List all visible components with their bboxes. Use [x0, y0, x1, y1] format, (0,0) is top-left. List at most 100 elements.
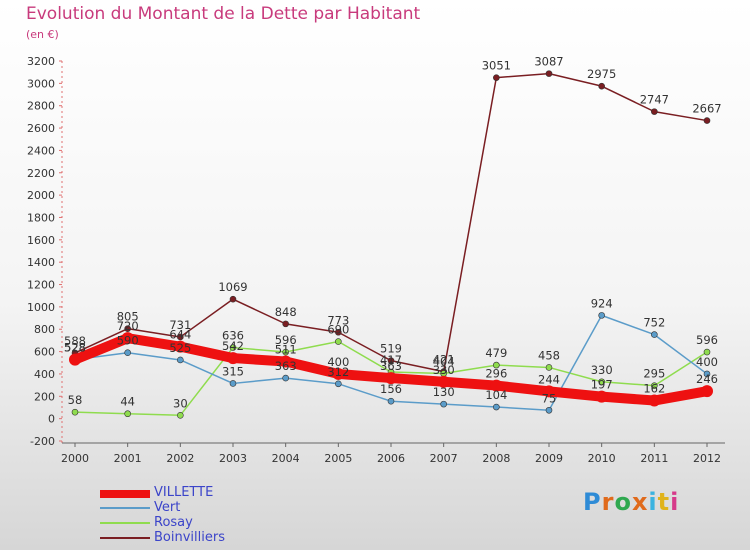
data-label: 511: [275, 343, 297, 357]
data-point: [598, 82, 605, 90]
data-label: 30: [173, 396, 188, 410]
data-point: [177, 356, 184, 364]
data-point: [651, 108, 658, 115]
data-point: [545, 406, 553, 414]
x-tick-label: 2006: [377, 452, 405, 465]
data-point: [177, 333, 184, 341]
data-point: [124, 349, 131, 357]
legend-swatch-villette: [100, 490, 150, 498]
data-label: 246: [696, 372, 718, 386]
data-point: [598, 312, 605, 319]
data-point: [703, 370, 711, 378]
data-point: [71, 408, 79, 416]
data-point: [651, 382, 658, 389]
data-label: 519: [380, 342, 402, 356]
y-tick-label: 1800: [27, 211, 55, 224]
data-label: 400: [696, 355, 718, 369]
data-point: [493, 403, 500, 411]
data-point: [703, 348, 711, 356]
x-tick-label: 2012: [693, 452, 721, 465]
data-label: 295: [643, 367, 665, 381]
x-tick-label: 2005: [324, 452, 352, 465]
x-tick-label: 2000: [61, 452, 89, 465]
data-point: [229, 344, 237, 351]
chart-subtitle: (en €): [26, 28, 59, 41]
x-tick-label: 2002: [166, 452, 194, 465]
data-point: [124, 325, 131, 332]
data-label: 417: [380, 353, 402, 367]
y-tick-label: 2200: [27, 167, 55, 180]
y-tick-label: 3200: [27, 55, 55, 68]
data-label: 315: [222, 364, 244, 378]
data-label: 197: [591, 378, 613, 392]
data-point: [648, 394, 661, 407]
data-point: [124, 410, 131, 418]
x-tick-label: 2011: [640, 452, 668, 465]
data-label: 848: [275, 305, 297, 319]
data-point: [282, 374, 289, 382]
y-tick-label: 1400: [27, 256, 55, 269]
data-label: 312: [327, 365, 349, 379]
data-label: 58: [68, 393, 83, 407]
data-label: 542: [222, 339, 244, 353]
x-tick-label: 2009: [535, 452, 563, 465]
data-label: 330: [433, 363, 455, 377]
x-tick-label: 2008: [482, 452, 510, 465]
data-point: [229, 380, 237, 387]
data-label: 1069: [218, 280, 247, 294]
y-tick-label: 2400: [27, 144, 55, 157]
data-label: 590: [117, 334, 139, 348]
data-label: 525: [169, 341, 191, 355]
y-tick-label: 2800: [27, 100, 55, 113]
data-label: 528: [64, 341, 86, 355]
x-tick-label: 2007: [430, 452, 458, 465]
data-point: [69, 353, 81, 366]
data-label: 104: [485, 388, 507, 402]
data-point: [493, 361, 500, 369]
data-point: [282, 348, 289, 356]
data-label: 458: [538, 348, 560, 362]
data-label: 805: [117, 310, 139, 324]
data-point: [387, 397, 395, 405]
data-label: 404: [433, 354, 455, 368]
data-point: [227, 352, 239, 365]
data-label: 720: [117, 319, 139, 333]
data-label: 588: [64, 334, 86, 348]
data-point: [335, 338, 342, 345]
y-tick-label: 3000: [27, 77, 55, 90]
data-point: [121, 332, 134, 345]
data-point: [279, 355, 292, 368]
data-label: 644: [169, 328, 191, 342]
data-label: 2975: [587, 67, 616, 81]
data-point: [385, 372, 397, 385]
data-point: [543, 385, 555, 398]
y-tick-label: -200: [30, 435, 55, 448]
data-label: 2747: [640, 93, 669, 107]
legend-swatch-rosay: [100, 522, 150, 524]
data-label: 156: [380, 382, 402, 396]
legend-label-vert: Vert: [154, 500, 181, 515]
data-point: [598, 378, 605, 386]
y-tick-label: 2000: [27, 189, 55, 202]
y-tick-label: 400: [34, 368, 55, 381]
data-label: 3051: [482, 59, 511, 73]
data-point: [651, 331, 658, 338]
x-tick-label: 2003: [219, 452, 247, 465]
data-point: [229, 295, 237, 303]
data-point: [545, 70, 553, 77]
x-tick-label: 2010: [588, 452, 616, 465]
data-point: [701, 385, 713, 398]
data-point: [335, 380, 342, 388]
legend-swatch-vert: [100, 507, 150, 509]
data-label: 363: [380, 359, 402, 373]
data-point: [177, 411, 184, 419]
data-point: [174, 340, 187, 353]
data-label: 130: [433, 385, 455, 399]
y-tick-label: 800: [34, 323, 55, 336]
data-label: 528: [64, 341, 86, 355]
data-point: [440, 400, 447, 408]
chart-title: Evolution du Montant de la Dette par Hab…: [26, 4, 421, 24]
y-tick-label: 1600: [27, 234, 55, 247]
